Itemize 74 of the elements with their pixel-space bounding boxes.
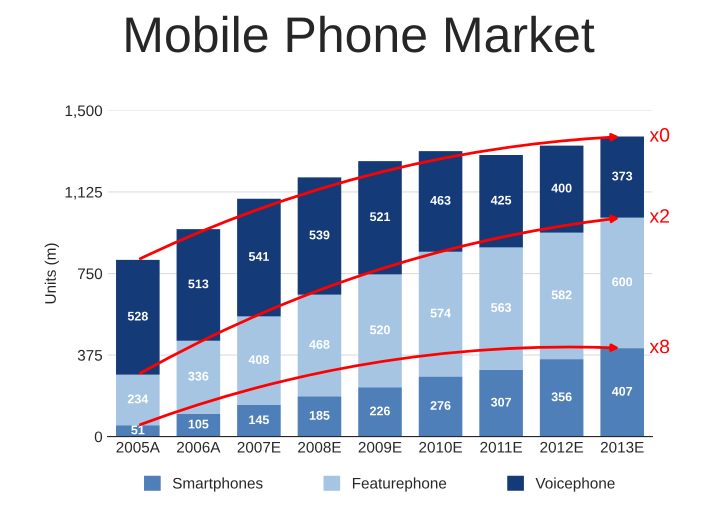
x-tick-label: 2007E <box>238 442 280 453</box>
annotation: x8 <box>650 340 670 354</box>
bar <box>418 151 462 252</box>
x-tick-label: 2009E <box>358 442 402 453</box>
data-label: 356 <box>552 392 572 402</box>
bar <box>237 316 281 406</box>
data-label: 521 <box>370 212 390 222</box>
bar <box>298 294 342 396</box>
data-label: 307 <box>490 398 511 407</box>
chart-title: Mobile Phone Market <box>126 16 594 53</box>
y-tick-label: 1,500 <box>66 105 102 118</box>
y-axis-title: Units (m) <box>44 243 59 304</box>
bar <box>540 146 584 233</box>
bar <box>298 177 342 295</box>
bar <box>600 218 644 348</box>
data-label: 145 <box>249 415 269 424</box>
data-label: 226 <box>370 406 390 416</box>
legend-label: Featurephone <box>352 477 446 492</box>
x-tick-label: 2011E <box>480 442 522 453</box>
data-label: 336 <box>188 372 208 381</box>
bar <box>237 198 281 316</box>
y-tick-label: 1,125 <box>66 186 102 200</box>
data-label: 400 <box>551 184 572 193</box>
data-label: 463 <box>430 196 451 205</box>
data-label: 574 <box>430 308 451 318</box>
data-label: 105 <box>188 420 208 429</box>
x-tick-label: 2008E <box>298 442 341 453</box>
bar <box>298 396 342 437</box>
bar <box>479 370 523 437</box>
data-label: 520 <box>370 325 390 334</box>
bar <box>358 274 402 388</box>
data-label: 468 <box>309 340 330 349</box>
bar <box>116 260 160 375</box>
bar <box>176 229 220 341</box>
data-label: 185 <box>310 410 330 420</box>
legend-label: Voicephone <box>536 477 615 492</box>
data-label: 373 <box>612 172 632 180</box>
y-tick-label: 375 <box>78 350 102 361</box>
bar <box>600 136 644 218</box>
data-label: 513 <box>188 279 208 288</box>
bar <box>600 348 644 437</box>
data-label: 563 <box>491 303 512 312</box>
bar <box>116 374 160 426</box>
data-label: 528 <box>128 312 148 321</box>
data-label: 51 <box>131 426 144 434</box>
data-label: 539 <box>309 230 330 240</box>
bar <box>479 247 523 370</box>
data-label: 408 <box>248 355 269 364</box>
data-label: 425 <box>490 196 512 205</box>
y-tick-label: 750 <box>78 268 102 280</box>
data-label: 600 <box>612 277 632 286</box>
bar <box>176 340 220 414</box>
annotation: x2 <box>650 209 670 223</box>
bar <box>540 232 584 360</box>
legend-label: Smartphones <box>172 477 263 492</box>
bar <box>479 155 523 248</box>
bar <box>418 252 462 377</box>
x-tick-label: 2012E <box>540 442 584 453</box>
y-tick-label: 0 <box>94 431 102 442</box>
x-tick-label: 2006A <box>177 442 220 453</box>
bar <box>237 405 281 437</box>
annotation: x0 <box>650 128 670 142</box>
data-label: 407 <box>612 386 632 396</box>
bar <box>418 376 462 437</box>
x-tick-label: 2010E <box>419 442 462 453</box>
x-tick-label: 2005A <box>116 442 160 453</box>
bar <box>358 161 402 274</box>
bar <box>358 387 402 437</box>
data-label: 276 <box>430 401 451 410</box>
x-tick-label: 2013E <box>600 442 644 453</box>
data-label: 582 <box>552 290 572 300</box>
data-label: 541 <box>248 252 269 261</box>
bar <box>540 359 584 437</box>
data-label: 234 <box>128 394 148 404</box>
